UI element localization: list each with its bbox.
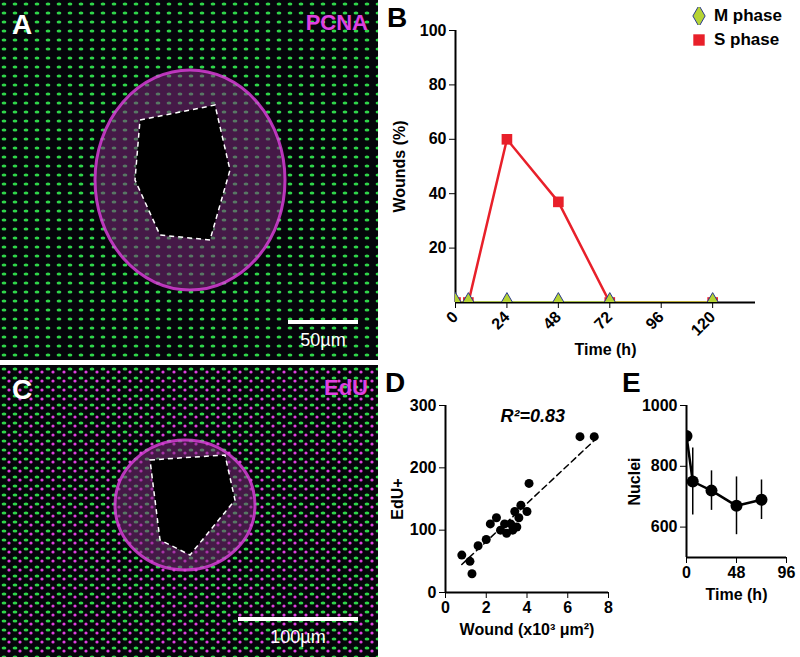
svg-text:120: 120 (687, 308, 718, 339)
svg-text:20: 20 (429, 239, 447, 256)
svg-text:6: 6 (563, 599, 572, 616)
svg-text:24: 24 (488, 308, 513, 333)
svg-text:1000: 1000 (642, 397, 678, 414)
svg-text:72: 72 (591, 308, 616, 333)
svg-text:Wounds (%): Wounds (%) (391, 120, 408, 212)
svg-text:A: A (12, 9, 32, 40)
svg-text:96: 96 (778, 564, 796, 581)
svg-text:Time (h): Time (h) (706, 586, 768, 603)
svg-text:EdU+: EdU+ (389, 478, 406, 519)
svg-text:PCNA: PCNA (306, 10, 368, 35)
html-text:M phase: M phase (714, 6, 782, 25)
svg-text:0: 0 (682, 564, 691, 581)
svg-text:8: 8 (604, 599, 613, 616)
svg-text:80: 80 (429, 76, 447, 93)
svg-text:200: 200 (410, 459, 437, 476)
svg-text:Nuclei: Nuclei (626, 457, 643, 505)
svg-text:300: 300 (410, 397, 437, 414)
html-text:E: E (622, 367, 641, 398)
svg-text:50µm: 50µm (300, 330, 345, 350)
svg-text:EdU: EdU (324, 375, 368, 400)
svg-text:Wound (x10³ μm²): Wound (x10³ μm²) (460, 621, 595, 638)
html-text:D: D (385, 367, 406, 398)
svg-text:96: 96 (642, 308, 667, 333)
svg-text:C: C (12, 374, 32, 405)
svg-text:100µm: 100µm (270, 627, 325, 647)
svg-text:0: 0 (441, 599, 450, 616)
svg-text:4: 4 (523, 599, 532, 616)
svg-text:2: 2 (482, 599, 491, 616)
html-text:S phase: S phase (714, 30, 780, 49)
svg-text:48: 48 (728, 564, 746, 581)
svg-text:800: 800 (651, 457, 678, 474)
svg-text:0: 0 (443, 308, 461, 326)
svg-text:R²=0.83: R²=0.83 (501, 406, 566, 426)
svg-text:40: 40 (429, 185, 447, 202)
svg-text:100: 100 (420, 22, 447, 39)
html-text:B: B (387, 2, 408, 33)
svg-text:60: 60 (429, 130, 447, 147)
svg-text:100: 100 (410, 521, 437, 538)
svg-text:600: 600 (651, 518, 678, 535)
svg-text:48: 48 (539, 308, 564, 333)
svg-text:Time (h): Time (h) (575, 341, 637, 358)
svg-text:0: 0 (428, 584, 437, 601)
